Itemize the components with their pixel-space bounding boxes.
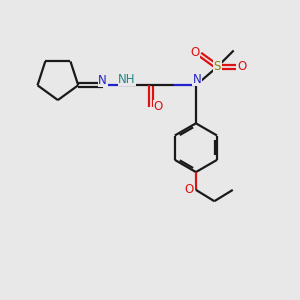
- Text: O: O: [190, 46, 199, 59]
- Text: S: S: [214, 60, 221, 74]
- Text: NH: NH: [118, 73, 136, 86]
- Text: N: N: [98, 74, 107, 87]
- Text: O: O: [185, 183, 194, 196]
- Text: O: O: [153, 100, 163, 113]
- Text: N: N: [193, 73, 202, 86]
- Text: O: O: [238, 60, 247, 74]
